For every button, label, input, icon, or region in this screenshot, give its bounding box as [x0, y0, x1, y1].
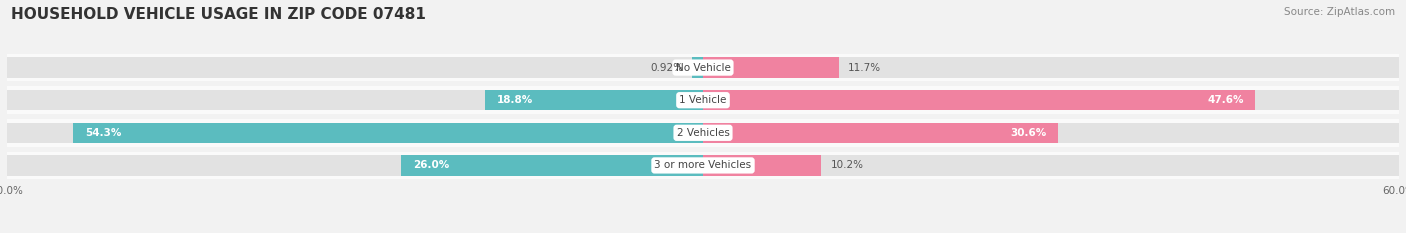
- Text: 1 Vehicle: 1 Vehicle: [679, 95, 727, 105]
- Text: 47.6%: 47.6%: [1206, 95, 1243, 105]
- Bar: [7, 58, 1399, 78]
- Text: 30.6%: 30.6%: [1010, 128, 1046, 138]
- Bar: [703, 58, 839, 78]
- Bar: [7, 123, 1399, 143]
- FancyBboxPatch shape: [7, 119, 1399, 147]
- Text: HOUSEHOLD VEHICLE USAGE IN ZIP CODE 07481: HOUSEHOLD VEHICLE USAGE IN ZIP CODE 0748…: [11, 7, 426, 22]
- Text: No Vehicle: No Vehicle: [675, 63, 731, 72]
- Text: 54.3%: 54.3%: [84, 128, 121, 138]
- Bar: [692, 58, 703, 78]
- Text: Source: ZipAtlas.com: Source: ZipAtlas.com: [1284, 7, 1395, 17]
- Bar: [703, 155, 821, 175]
- Text: 10.2%: 10.2%: [831, 161, 863, 170]
- Text: 2 Vehicles: 2 Vehicles: [676, 128, 730, 138]
- Text: 11.7%: 11.7%: [848, 63, 882, 72]
- Bar: [402, 155, 703, 175]
- Text: 3 or more Vehicles: 3 or more Vehicles: [654, 161, 752, 170]
- Bar: [7, 90, 1399, 110]
- Bar: [7, 155, 1399, 175]
- Text: 18.8%: 18.8%: [496, 95, 533, 105]
- Text: 26.0%: 26.0%: [413, 161, 450, 170]
- FancyBboxPatch shape: [7, 152, 1399, 179]
- Bar: [703, 90, 1256, 110]
- Bar: [485, 90, 703, 110]
- Bar: [73, 123, 703, 143]
- FancyBboxPatch shape: [7, 54, 1399, 81]
- Bar: [703, 123, 1057, 143]
- Text: 0.92%: 0.92%: [650, 63, 683, 72]
- FancyBboxPatch shape: [7, 86, 1399, 114]
